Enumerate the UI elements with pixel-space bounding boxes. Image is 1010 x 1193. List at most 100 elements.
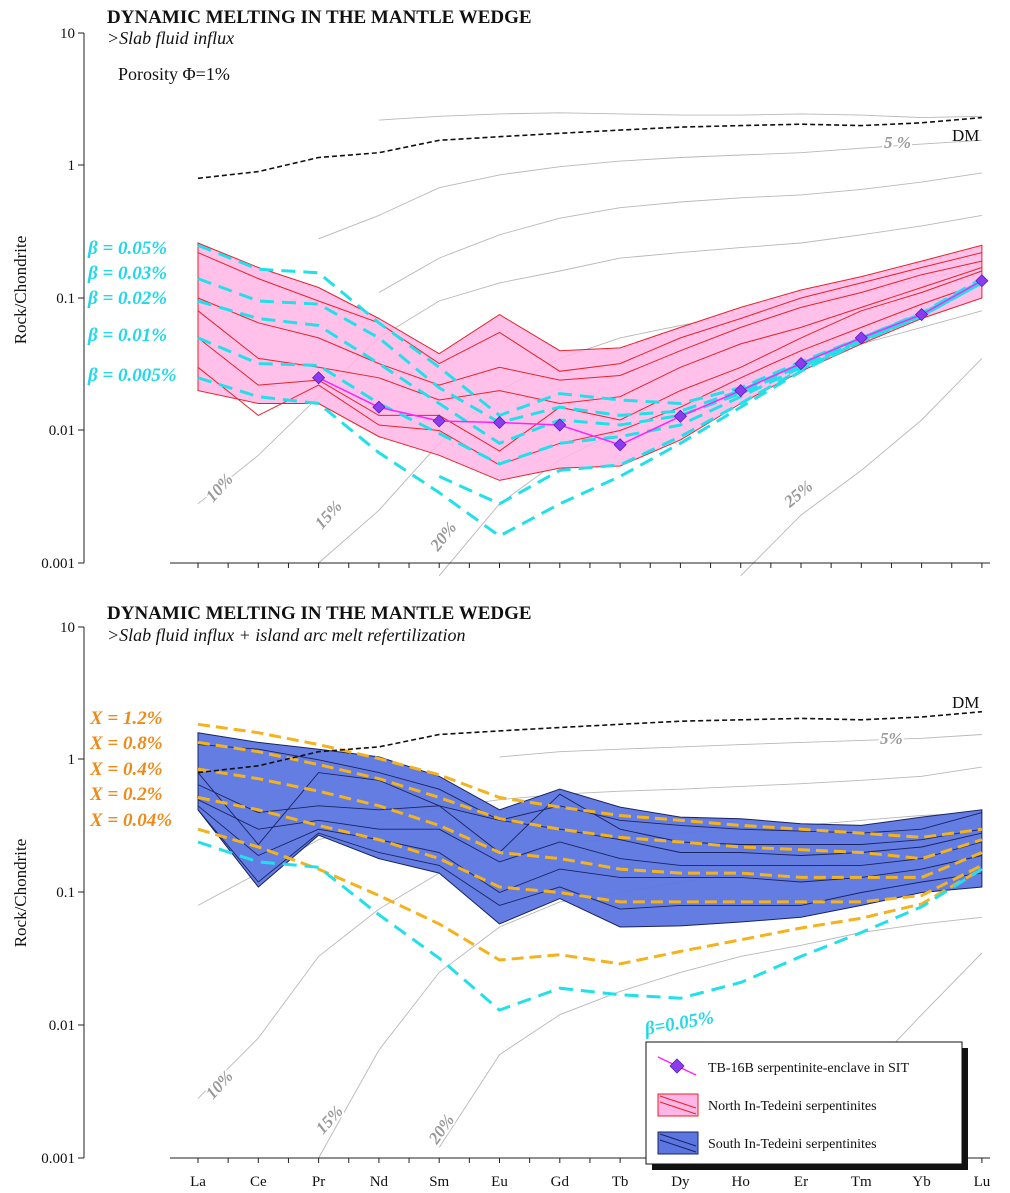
x-curve-label: X = 0.8% (89, 733, 163, 754)
legend: TB-16B serpentinite-enclave in SIT North … (645, 1041, 968, 1170)
bottom-title: DYNAMIC MELTING IN THE MANTLE WEDGE (107, 603, 532, 624)
legend-label: North In-Tedeini serpentinites (708, 1099, 877, 1114)
x-curve (197, 827, 983, 966)
beta-curve (197, 243, 983, 418)
x-tick-label: Eu (491, 1174, 508, 1190)
x-curve-label: X = 0.2% (89, 784, 163, 805)
envelope-area (197, 242, 983, 481)
x-tick-label: Tb (612, 1174, 629, 1190)
envelope-area (197, 732, 983, 928)
y-tick-label: 1 (68, 158, 76, 174)
top-dm-curve: DM (197, 116, 982, 180)
x-tick-label: Sm (429, 1174, 449, 1190)
tb16b-point (673, 409, 687, 423)
dm-curve (197, 710, 982, 774)
top-subtitle: >Slab fluid influx (107, 28, 234, 48)
tb16b-line (318, 280, 983, 446)
x-tick-label: Yb (912, 1174, 930, 1190)
tb16b-point (553, 418, 567, 432)
x-tick-label: Lu (974, 1174, 991, 1190)
panel-bottom: DYNAMIC MELTING IN THE MANTLE WEDGE >Sla… (11, 603, 991, 1190)
dm-curve (197, 116, 982, 180)
top-tb16b-series (312, 274, 989, 452)
x-tick-label: Ho (732, 1174, 750, 1190)
beta-curve-label: β = 0.02% (87, 288, 167, 309)
melt-curve (438, 916, 982, 1148)
y-tick-label: 10 (60, 26, 75, 42)
bottom-x-ticks: La Ce Pr Nd Sm Eu Gd Tb Dy Ho Er Tm Yb Lu (190, 1174, 991, 1190)
legend-symbol-area (657, 1093, 699, 1117)
porosity-annotation: Porosity Φ=1% (118, 64, 230, 84)
x-tick-label: Gd (551, 1174, 570, 1190)
y-tick-label: 0.01 (49, 1018, 75, 1034)
y-tick-label: 0.001 (41, 1151, 75, 1167)
y-tick-label: 0.01 (49, 423, 75, 439)
melt-curve (499, 734, 982, 758)
legend-label: TB-16B serpentinite-enclave in SIT (708, 1061, 909, 1076)
sample-line (197, 744, 983, 834)
x-curve (197, 740, 983, 861)
x-tick-label: Ce (250, 1174, 267, 1190)
x-curve (197, 722, 983, 839)
sample-line (197, 799, 983, 866)
melt-curve (378, 172, 982, 293)
bottom-x-curves (197, 722, 983, 966)
x-tick-label: Pr (312, 1174, 325, 1190)
top-ylabel: Rock/Chondrite (11, 236, 30, 345)
bottom-envelope (197, 732, 983, 928)
x-curve-label: X = 0.04% (89, 810, 172, 831)
bottom-beta-curve (197, 840, 983, 1012)
x-curve-label: X = 0.4% (89, 759, 163, 780)
x-tick-label: Tm (851, 1174, 872, 1190)
bottom-subtitle: >Slab fluid influx + island arc melt ref… (107, 625, 465, 645)
y-tick-label: 10 (60, 620, 75, 636)
x-tick-label: Nd (370, 1174, 389, 1190)
beta-curve-label: β = 0.005% (87, 365, 177, 386)
top-axes (83, 33, 990, 568)
beta-curve (438, 281, 983, 506)
melt-curve-label: 5% (880, 729, 903, 748)
bottom-y-ticks: 0.001 0.01 0.1 1 10 (41, 620, 84, 1167)
legend-symbol-diamond (669, 1058, 685, 1074)
x-tick-label: Er (794, 1174, 808, 1190)
dm-label: DM (952, 693, 979, 712)
tb16b-point (432, 414, 446, 428)
melt-curve (378, 112, 982, 121)
tb16b-point (613, 438, 627, 452)
tb16b-point (915, 307, 929, 322)
tb16b-point (492, 415, 507, 430)
legend-symbol-area (657, 1131, 699, 1155)
beta-curve (197, 281, 983, 538)
x-tick-label: La (190, 1174, 206, 1190)
tb16b-point (854, 331, 868, 345)
top-envelope (197, 242, 983, 481)
tb16b-point (794, 357, 808, 371)
bottom-ylabel: Rock/Chondrite (11, 839, 30, 948)
sample-line (197, 252, 983, 372)
beta-curve-label: β = 0.05% (87, 238, 167, 259)
legend-symbol-lines (659, 1095, 697, 1115)
melt-curve-label: 5 % (884, 133, 911, 152)
x-curve (197, 767, 983, 879)
top-title: DYNAMIC MELTING IN THE MANTLE WEDGE (107, 7, 532, 28)
melt-curve (740, 358, 983, 577)
sample-line (197, 260, 983, 386)
tb16b-point (312, 371, 326, 385)
sample-line (197, 270, 983, 452)
tb16b-point (372, 400, 386, 414)
y-tick-label: 0.1 (56, 291, 75, 307)
top-y-ticks: 0.001 0.01 0.1 1 10 (41, 26, 84, 572)
melt-curve (318, 139, 982, 240)
y-tick-label: 1 (68, 752, 76, 768)
dm-label: DM (952, 126, 979, 145)
top-sample-lines (197, 252, 983, 466)
bottom-dm-curve: DM (197, 693, 982, 774)
x-curve-label: X = 1.2% (89, 708, 163, 729)
legend-symbol-lines (659, 1133, 697, 1153)
tb16b-point (734, 384, 748, 398)
legend-label: South In-Tedeini serpentinites (708, 1137, 877, 1152)
beta-curve-label: β = 0.03% (87, 263, 167, 284)
y-tick-label: 0.001 (41, 556, 75, 572)
sample-line (197, 267, 983, 405)
